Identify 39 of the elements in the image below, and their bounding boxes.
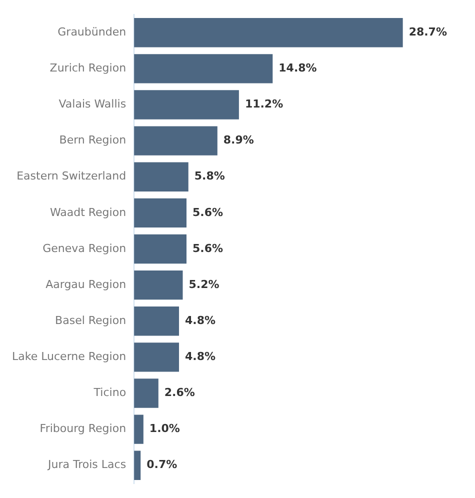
bar bbox=[134, 234, 186, 264]
y-tick-label: Valais Wallis bbox=[58, 98, 126, 111]
bar bbox=[134, 90, 239, 120]
y-tick-label: Aargau Region bbox=[46, 278, 126, 291]
y-tick-label: Eastern Switzerland bbox=[16, 170, 126, 183]
data-label: 0.7% bbox=[146, 458, 178, 472]
bar bbox=[134, 18, 403, 48]
y-tick-label: Ticino bbox=[92, 386, 126, 400]
y-tick-label: Waadt Region bbox=[50, 206, 126, 219]
data-label: 2.6% bbox=[164, 386, 195, 400]
bar bbox=[134, 306, 180, 336]
bar bbox=[134, 342, 180, 372]
bar bbox=[134, 414, 144, 444]
y-tick-label: Jura Trois Lacs bbox=[47, 458, 126, 472]
y-tick-label: Basel Region bbox=[55, 314, 126, 327]
data-label: 5.2% bbox=[188, 278, 220, 291]
data-label: 5.8% bbox=[194, 170, 225, 183]
y-tick-label: Fribourg Region bbox=[40, 422, 126, 436]
bar bbox=[134, 378, 158, 408]
data-label: 4.8% bbox=[185, 314, 216, 327]
bar bbox=[134, 198, 186, 228]
bar bbox=[134, 270, 183, 300]
data-label: 1.0% bbox=[149, 422, 180, 436]
data-label: 5.6% bbox=[192, 206, 224, 219]
data-label: 5.6% bbox=[192, 242, 224, 255]
y-tick-label: Geneva Region bbox=[42, 242, 126, 255]
data-label: 28.7% bbox=[408, 25, 447, 38]
y-tick-label: Zurich Region bbox=[50, 62, 126, 75]
data-label: 11.2% bbox=[244, 98, 284, 111]
bar bbox=[134, 126, 218, 156]
data-label: 14.8% bbox=[278, 62, 317, 75]
y-tick-label: Lake Lucerne Region bbox=[12, 350, 126, 364]
bar bbox=[134, 162, 188, 192]
bar bbox=[134, 450, 141, 480]
data-label: 8.9% bbox=[223, 134, 254, 147]
bar bbox=[134, 54, 273, 84]
data-label: 4.8% bbox=[185, 350, 216, 364]
y-tick-label: Bern Region bbox=[59, 134, 126, 147]
y-tick-label: Graubünden bbox=[58, 25, 126, 38]
